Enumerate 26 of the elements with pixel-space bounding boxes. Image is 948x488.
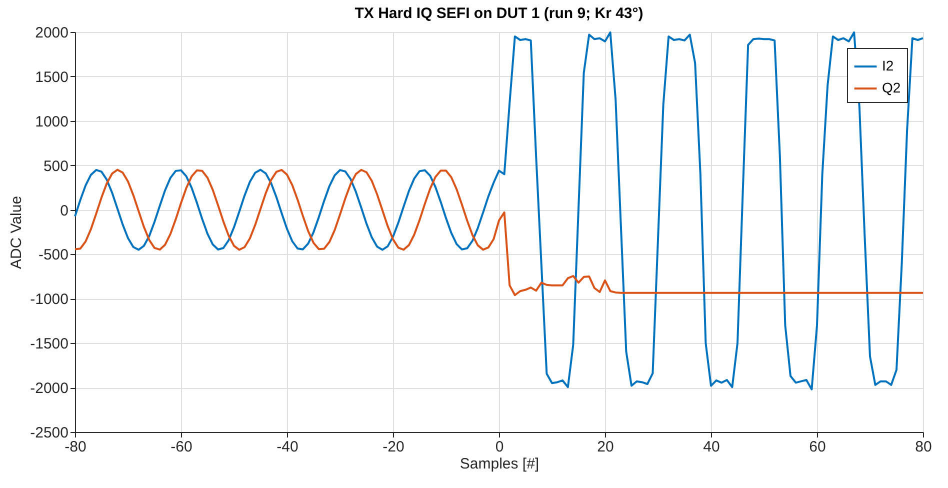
y-tick-label: 500 (43, 158, 68, 175)
x-tick-label: 80 (915, 438, 932, 456)
line-series (74, 168, 924, 296)
y-tick-label: 2000 (35, 24, 68, 42)
legend-label: I2 (882, 58, 894, 74)
x-axis-title: Samples [#] (460, 456, 540, 472)
chart-title: TX Hard IQ SEFI on DUT 1 (run 9; Kr 43°) (354, 5, 644, 22)
y-tick-label: 1500 (35, 68, 68, 86)
x-tick-label: -80 (64, 438, 86, 456)
x-tick-label: -40 (276, 438, 298, 456)
x-tick-label: -60 (170, 438, 192, 456)
y-tick-label: 0 (60, 202, 68, 220)
x-tick-label: 20 (597, 438, 614, 456)
y-tick-label: -500 (38, 246, 68, 264)
line-series (74, 31, 924, 390)
x-tick-label: -20 (382, 438, 404, 456)
y-tick-label: -1500 (30, 336, 68, 353)
x-tick-label: 40 (703, 438, 720, 456)
y-tick-label: -2500 (30, 424, 68, 442)
y-tick-label: 1000 (35, 113, 68, 130)
y-axis-title: ADC Value (8, 196, 26, 270)
y-tick-label: -1000 (30, 291, 68, 308)
y-tick-label: -2000 (30, 380, 68, 398)
x-tick-label: 60 (809, 438, 826, 456)
legend-label: Q2 (882, 80, 901, 96)
x-tick-label: 0 (495, 438, 504, 456)
